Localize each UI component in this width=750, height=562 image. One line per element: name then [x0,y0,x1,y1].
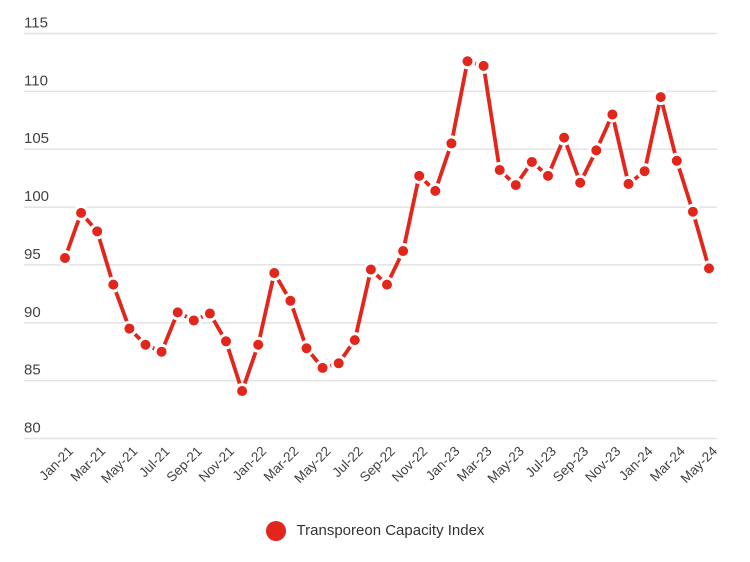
data-point[interactable] [427,182,444,199]
y-axis-tick-label: 100 [24,188,49,205]
y-axis-tick-label: 105 [24,130,49,147]
data-point[interactable] [314,359,331,376]
data-point[interactable] [411,167,428,184]
legend-series-marker-icon [265,521,286,541]
data-point[interactable] [153,343,170,360]
data-point[interactable] [57,249,73,266]
data-point[interactable] [572,174,589,191]
data-point[interactable] [121,320,138,337]
data-point[interactable] [604,106,621,123]
x-axis-tick-label: May-22 [291,444,333,486]
data-point[interactable] [105,276,122,293]
x-axis-tick-label: Nov-22 [389,444,430,485]
x-axis-tick-label: Sep-21 [164,444,205,485]
data-point[interactable] [507,177,524,194]
data-point[interactable] [395,243,412,260]
data-point[interactable] [73,204,90,221]
y-axis-tick-label: 80 [24,420,41,437]
data-point[interactable] [475,57,492,74]
data-point[interactable] [684,203,701,220]
capacity-index-line-chart: 11511010510095908580Jan-21Mar-21May-21Ju… [24,15,721,486]
data-point[interactable] [330,355,347,372]
data-point[interactable] [234,383,251,400]
data-point[interactable] [169,304,186,321]
y-axis-tick-label: 90 [24,304,41,321]
legend-series-label: Transporeon Capacity Index [296,522,485,539]
x-axis-tick-label: May-23 [484,444,526,486]
x-axis-tick-label: Nov-23 [582,444,623,485]
data-point[interactable] [588,142,605,159]
data-point[interactable] [346,332,363,349]
legend[interactable]: Transporeon Capacity Index [0,521,750,541]
data-point[interactable] [491,162,508,179]
data-point[interactable] [620,175,637,192]
data-point[interactable] [523,153,540,170]
data-point[interactable] [636,163,653,180]
y-axis-tick-label: 95 [24,246,41,263]
y-axis-tick-label: 115 [24,15,48,32]
x-axis-tick-label: Sep-22 [357,444,398,485]
data-point[interactable] [668,152,685,169]
data-point[interactable] [266,265,283,282]
data-point[interactable] [443,135,460,152]
data-point[interactable] [282,292,299,309]
x-axis-tick-label: Sep-23 [550,444,591,485]
data-point[interactable] [459,53,476,70]
data-point[interactable] [540,167,556,184]
data-point[interactable] [218,333,234,350]
data-point[interactable] [701,260,717,277]
y-axis-tick-label: 85 [24,362,41,379]
data-point[interactable] [250,336,267,353]
data-point[interactable] [201,305,218,322]
data-point[interactable] [298,340,315,357]
y-axis-tick-label: 110 [24,72,48,89]
data-point[interactable] [185,312,202,329]
data-point[interactable] [379,276,395,293]
data-point[interactable] [89,223,106,240]
x-axis-tick-label: May-24 [678,443,721,486]
data-point[interactable] [652,89,669,106]
data-point[interactable] [362,261,379,278]
data-point[interactable] [556,129,573,146]
x-axis-tick-label: Nov-21 [196,444,237,485]
data-point[interactable] [137,336,154,353]
x-axis-tick-label: May-21 [98,444,140,486]
